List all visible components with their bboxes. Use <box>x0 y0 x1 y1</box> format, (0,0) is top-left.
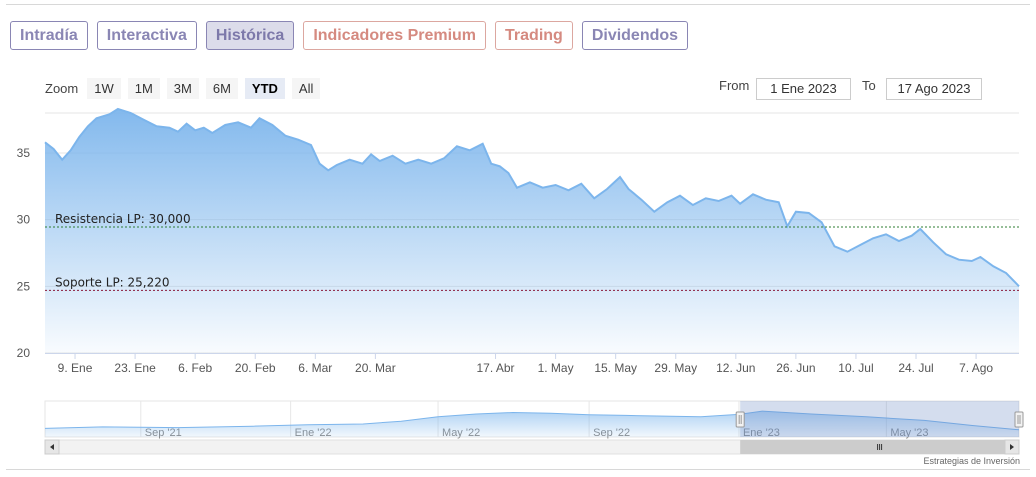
zoom-3m-button[interactable]: 3M <box>166 78 199 99</box>
chart-credits: Estrategias de Inversión <box>923 456 1020 466</box>
chart-tabs: Intradía Interactiva Histórica Indicador… <box>10 21 689 50</box>
to-label: To <box>862 78 876 93</box>
x-tick-label: 9. Ene <box>58 361 93 375</box>
zoom-1w-button[interactable]: 1W <box>87 78 121 99</box>
x-tick-label: 26. Jun <box>776 361 815 375</box>
x-tick-label: 7. Ago <box>959 361 993 375</box>
y-tick-label: 20 <box>17 346 31 360</box>
tab-historica[interactable]: Histórica <box>205 21 295 50</box>
navigator-left-handle <box>735 411 745 428</box>
top-divider <box>6 4 1030 5</box>
zoom-ytd-button[interactable]: YTD <box>244 78 285 99</box>
level-annotations: Resistencia LP: 30,000 Soporte LP: 25,220 <box>45 212 1019 291</box>
x-tick-label: 29. May <box>654 361 697 375</box>
navigator-right-handle <box>1014 411 1024 428</box>
y-tick-label: 30 <box>17 213 31 227</box>
zoom-1m-button[interactable]: 1M <box>127 78 160 99</box>
series-line <box>44 107 1020 287</box>
x-tick-label: 23. Ene <box>114 361 156 375</box>
x-tick-label: 6. Feb <box>178 361 212 375</box>
x-tick-label: 20. Mar <box>355 361 396 375</box>
x-tick-label: 10. Jul <box>838 361 873 375</box>
axes: 20 25 30 35 9. Ene 23. Ene 6. Feb 20. Feb 6. Mar… <box>17 146 1019 375</box>
series-area-fill <box>45 109 1019 353</box>
x-tick-label: 1. May <box>538 361 574 375</box>
zoom-6m-button[interactable]: 6M <box>205 78 238 99</box>
navigator-area <box>45 411 1019 437</box>
x-tick-label: 12. Jun <box>716 361 755 375</box>
support-label: Soporte LP: 25,220 <box>55 275 170 289</box>
navigator[interactable]: Sep '21Ene '22May '22Sep '22Ene '23May '… <box>44 400 1024 455</box>
tab-intradia[interactable]: Intradía <box>10 21 88 50</box>
x-tick-label: 6. Mar <box>298 361 332 375</box>
scroll-right-arrow-icon <box>1010 444 1014 450</box>
x-tick-label: 17. Abr <box>477 361 515 375</box>
bottom-divider <box>6 469 1030 470</box>
to-date-input[interactable]: 17 Ago 2023 <box>886 78 982 100</box>
navigator-line <box>44 410 1020 431</box>
tab-dividendos[interactable]: Dividendos <box>581 21 689 50</box>
from-label: From <box>719 78 750 93</box>
tab-trading[interactable]: Trading <box>495 21 573 50</box>
from-date-input[interactable]: 1 Ene 2023 <box>756 78 851 100</box>
y-tick-label: 35 <box>17 146 31 160</box>
x-tick-label: 20. Feb <box>235 361 276 375</box>
zoom-label: Zoom <box>45 81 79 96</box>
tab-indicadores-premium[interactable]: Indicadores Premium <box>303 21 487 50</box>
y-tick-label: 25 <box>17 279 31 293</box>
resistance-label: Resistencia LP: 30,000 <box>55 212 191 226</box>
zoom-selector: Zoom 1W 1M 3M 6M YTD All <box>45 78 321 99</box>
zoom-all-button[interactable]: All <box>291 78 321 99</box>
navigator-selection <box>740 401 1019 437</box>
x-tick-label: 15. May <box>594 361 637 375</box>
price-area <box>44 107 1020 353</box>
x-tick-label: 24. Jul <box>898 361 933 375</box>
scroll-left-arrow-icon <box>50 444 54 450</box>
tab-interactiva[interactable]: Interactiva <box>96 21 197 50</box>
